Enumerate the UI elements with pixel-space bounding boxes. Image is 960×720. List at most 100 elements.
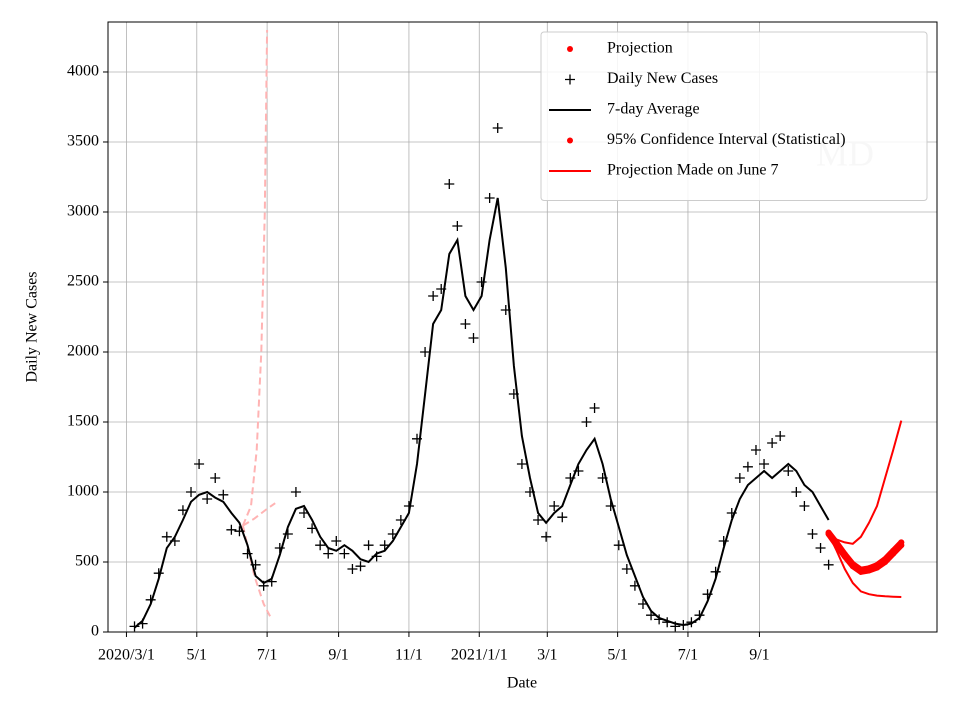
plus-marker: [468, 332, 479, 343]
plus-marker: [379, 540, 390, 551]
plus-marker: [258, 580, 269, 591]
y-tick-label: 500: [75, 553, 99, 570]
plus-marker: [541, 531, 552, 542]
legend-label: Projection: [607, 40, 673, 57]
dot-trail: [825, 529, 905, 573]
x-tick-label: 5/1: [607, 647, 627, 664]
plus-marker: [726, 507, 737, 518]
plus-marker: [355, 561, 366, 572]
y-tick-label: 1500: [67, 413, 99, 430]
y-tick-label: 4000: [67, 63, 99, 80]
plus-marker: [678, 620, 689, 630]
x-tick-label: 5/1: [187, 647, 207, 664]
plus-marker: [662, 617, 673, 628]
plus-marker: [492, 122, 503, 133]
plus-marker: [621, 563, 632, 574]
dot: [874, 562, 881, 569]
plus-marker: [557, 512, 568, 523]
dot: [890, 547, 897, 554]
legend-symbol: [567, 137, 573, 144]
plus-marker: [161, 531, 172, 542]
y-tick-label: 1000: [67, 483, 99, 500]
plus-marker: [218, 489, 229, 500]
plus-marker: [686, 617, 697, 628]
dot: [857, 566, 864, 573]
legend-symbol: [567, 46, 573, 52]
plus-marker: [347, 563, 358, 574]
x-tick-label: 11/1: [395, 647, 423, 664]
plus-marker: [710, 566, 721, 577]
plus-marker: [734, 472, 745, 483]
plus-marker: [750, 444, 761, 455]
plus-marker: [331, 535, 342, 546]
dot: [825, 529, 832, 536]
x-tick-label: 3/1: [537, 647, 557, 664]
plus-marker: [629, 580, 640, 591]
plus-marker: [759, 458, 770, 469]
plus-marker: [452, 220, 463, 231]
x-tick-label: 7/1: [257, 647, 277, 664]
plot-area: [129, 29, 905, 632]
series-line: [828, 420, 903, 545]
plus-marker: [363, 540, 374, 551]
plot-frame: [107, 21, 938, 633]
plus-marker: [613, 540, 624, 551]
plus-marker: [299, 507, 310, 518]
plus-marker: [718, 535, 729, 546]
plus-marker: [412, 433, 423, 444]
plus-marker: [807, 528, 818, 539]
plus-marker: [702, 589, 713, 600]
plus-marker: [436, 283, 447, 294]
plus-marker: [266, 576, 277, 587]
y-tick-label: 2000: [67, 343, 99, 360]
plus-marker: [242, 548, 253, 559]
plus-marker: [307, 523, 318, 534]
grid: [108, 22, 937, 633]
plus-marker: [137, 618, 148, 629]
plus-marker: [420, 346, 431, 357]
plus-marker: [339, 548, 350, 559]
plus-marker: [274, 542, 285, 553]
legend-symbol: [565, 74, 575, 85]
x-tick-label: 2020/3/1: [98, 647, 155, 664]
plus-marker: [654, 614, 665, 625]
plus-marker: [476, 276, 487, 287]
plus-marker: [460, 318, 471, 329]
dot: [833, 540, 840, 547]
plus-marker: [387, 528, 398, 539]
plus-marker: [508, 388, 519, 399]
dashed-line: [242, 502, 276, 527]
x-tick-label: 2021/1/1: [451, 647, 508, 664]
plus-marker: [290, 486, 301, 497]
y-tick-label: 0: [91, 623, 99, 640]
dot: [882, 556, 889, 563]
plus-marker: [637, 598, 648, 609]
y-tick-label: 3500: [67, 133, 99, 150]
plus-marker: [226, 524, 237, 535]
dashed-line: [241, 29, 269, 526]
plus-marker: [516, 458, 527, 469]
plus-marker: [500, 304, 511, 315]
plus-marker: [767, 437, 778, 448]
plus-marker: [428, 290, 439, 301]
plus-marker: [484, 192, 495, 203]
plus-marker: [742, 461, 753, 472]
series-line: [133, 197, 830, 629]
plus-marker: [177, 505, 188, 516]
x-tick-label: 9/1: [749, 647, 769, 664]
y-tick-label: 3000: [67, 203, 99, 220]
plus-marker: [145, 594, 156, 605]
plus-marker: [371, 551, 382, 562]
plus-marker: [194, 458, 205, 469]
plus-marker: [823, 559, 834, 570]
plus-marker: [549, 500, 560, 511]
plus-marker: [250, 559, 261, 570]
plus-marker: [581, 416, 592, 427]
plus-marker: [202, 493, 213, 504]
legend: Projection Daily New Cases 7-day Average 95…: [540, 31, 928, 201]
dot: [898, 539, 905, 546]
plus-marker: [403, 500, 414, 511]
plus-marker: [234, 526, 245, 537]
x-axis-label: Date: [507, 675, 537, 692]
